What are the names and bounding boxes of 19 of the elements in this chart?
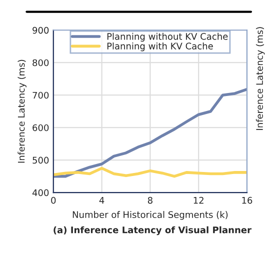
line-series	[53, 166, 247, 178]
x-tick-label: 12	[194, 196, 204, 204]
x-tick-label: 16	[242, 196, 252, 204]
y-tick-label: 900	[32, 26, 49, 34]
y-axis-title: Inference Latency (ms)	[18, 60, 26, 163]
y-tick-label: 500	[32, 156, 49, 164]
text: (a) Inference Latency of Visual Planner	[54, 226, 252, 236]
x-tick-label: 8	[148, 196, 152, 204]
legend-label: Planning with KV Cache	[107, 42, 213, 52]
legend-label: Planning without KV Cache	[107, 32, 228, 42]
y-tick-label: 800	[32, 59, 49, 66]
y-tick-label: 700	[32, 92, 49, 99]
text: Inference Latency (ms)	[256, 27, 265, 130]
y-tick-label: 400	[32, 189, 49, 196]
x-tick-label: 0	[51, 196, 56, 204]
line-series	[53, 88, 247, 178]
y-tick-label: 600	[32, 124, 49, 132]
x-tick-label: 4	[99, 197, 104, 204]
x-axis-title: Number of Historical Segments (k)	[72, 211, 228, 220]
